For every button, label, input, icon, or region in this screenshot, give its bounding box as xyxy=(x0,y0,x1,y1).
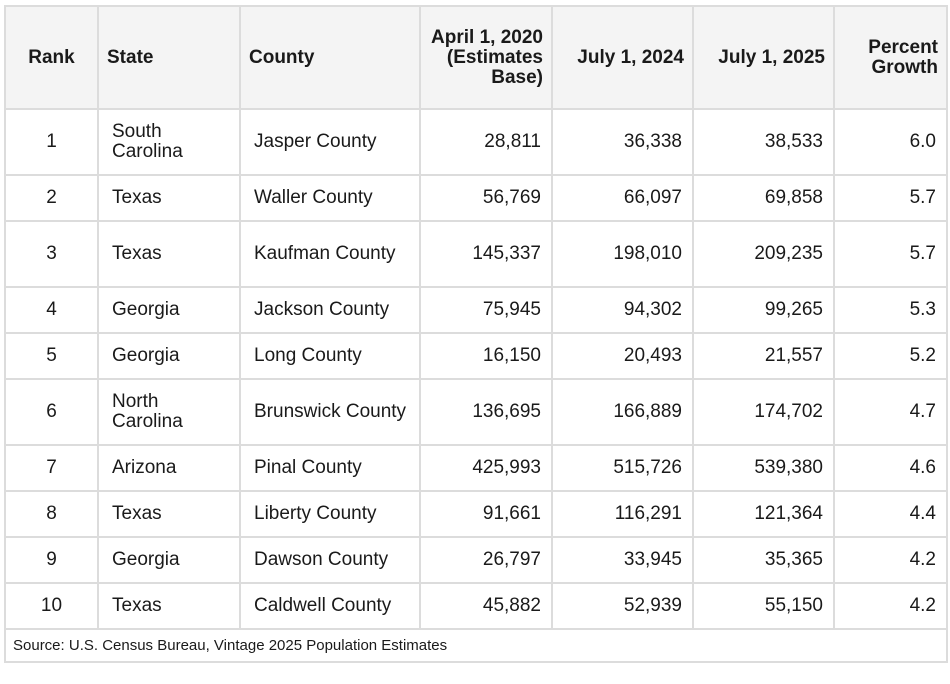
cell-percent-growth: 5.7 xyxy=(833,174,948,222)
cell-july-2024: 66,097 xyxy=(551,174,694,222)
table-row: 5 Georgia Long County 16,150 20,493 21,557 5.2 xyxy=(4,332,948,380)
cell-county: Pinal County xyxy=(239,444,421,492)
cell-percent-growth: 4.6 xyxy=(833,444,948,492)
cell-april-2020: 56,769 xyxy=(419,174,553,222)
cell-percent-growth: 4.7 xyxy=(833,378,948,446)
cell-july-2025: 55,150 xyxy=(692,582,835,630)
cell-state: Georgia xyxy=(97,286,241,334)
cell-county: Waller County xyxy=(239,174,421,222)
cell-state: Georgia xyxy=(97,332,241,380)
cell-state: North Carolina xyxy=(97,378,241,446)
cell-percent-growth: 4.4 xyxy=(833,490,948,538)
cell-july-2025: 21,557 xyxy=(692,332,835,380)
cell-percent-growth: 4.2 xyxy=(833,582,948,630)
cell-july-2024: 33,945 xyxy=(551,536,694,584)
cell-rank: 6 xyxy=(4,378,99,446)
cell-july-2024: 94,302 xyxy=(551,286,694,334)
header-july-2024: July 1, 2024 xyxy=(551,5,694,110)
table-row: 3 Texas Kaufman County 145,337 198,010 209,23… xyxy=(4,220,948,288)
fastest-growing-counties-table: Rank State County April 1, 2020 (Estimat… xyxy=(4,5,948,663)
cell-july-2025: 121,364 xyxy=(692,490,835,538)
cell-july-2024: 52,939 xyxy=(551,582,694,630)
cell-percent-growth: 5.2 xyxy=(833,332,948,380)
cell-state: Texas xyxy=(97,174,241,222)
cell-april-2020: 28,811 xyxy=(419,108,553,176)
cell-state: Texas xyxy=(97,490,241,538)
cell-rank: 1 xyxy=(4,108,99,176)
cell-rank: 4 xyxy=(4,286,99,334)
table-row: 8 Texas Liberty County 91,661 116,291 121,364… xyxy=(4,490,948,538)
table-row: 9 Georgia Dawson County 26,797 33,945 35,365 4… xyxy=(4,536,948,584)
cell-state: Texas xyxy=(97,582,241,630)
cell-rank: 8 xyxy=(4,490,99,538)
cell-rank: 3 xyxy=(4,220,99,288)
cell-july-2024: 36,338 xyxy=(551,108,694,176)
cell-july-2025: 69,858 xyxy=(692,174,835,222)
header-county: County xyxy=(239,5,421,110)
table-row: 10 Texas Caldwell County 45,882 52,939 55,150… xyxy=(4,582,948,630)
table-row: 7 Arizona Pinal County 425,993 515,726 539,38… xyxy=(4,444,948,492)
cell-county: Brunswick County xyxy=(239,378,421,446)
cell-county: Liberty County xyxy=(239,490,421,538)
cell-april-2020: 45,882 xyxy=(419,582,553,630)
cell-july-2024: 198,010 xyxy=(551,220,694,288)
cell-percent-growth: 6.0 xyxy=(833,108,948,176)
cell-state: South Carolina xyxy=(97,108,241,176)
cell-july-2025: 209,235 xyxy=(692,220,835,288)
cell-april-2020: 136,695 xyxy=(419,378,553,446)
cell-rank: 10 xyxy=(4,582,99,630)
cell-july-2024: 20,493 xyxy=(551,332,694,380)
cell-april-2020: 425,993 xyxy=(419,444,553,492)
table-row: 6 North Carolina Brunswick County 136,695 16… xyxy=(4,378,948,446)
header-state: State xyxy=(97,5,241,110)
cell-july-2025: 38,533 xyxy=(692,108,835,176)
cell-rank: 9 xyxy=(4,536,99,584)
header-april-2020: April 1, 2020 (Estimates Base) xyxy=(419,5,553,110)
cell-county: Long County xyxy=(239,332,421,380)
cell-state: Georgia xyxy=(97,536,241,584)
cell-county: Caldwell County xyxy=(239,582,421,630)
cell-april-2020: 75,945 xyxy=(419,286,553,334)
cell-percent-growth: 4.2 xyxy=(833,536,948,584)
table-row: 1 South Carolina Jasper County 28,811 36,338… xyxy=(4,108,948,176)
cell-july-2025: 99,265 xyxy=(692,286,835,334)
cell-july-2024: 166,889 xyxy=(551,378,694,446)
table-row: 2 Texas Waller County 56,769 66,097 69,858 5.7 xyxy=(4,174,948,222)
cell-july-2025: 174,702 xyxy=(692,378,835,446)
cell-county: Jackson County xyxy=(239,286,421,334)
cell-april-2020: 26,797 xyxy=(419,536,553,584)
cell-july-2024: 116,291 xyxy=(551,490,694,538)
cell-percent-growth: 5.7 xyxy=(833,220,948,288)
header-row: Rank State County April 1, 2020 (Estimat… xyxy=(4,5,948,110)
cell-july-2025: 35,365 xyxy=(692,536,835,584)
table-row: 4 Georgia Jackson County 75,945 94,302 99,265… xyxy=(4,286,948,334)
cell-county: Dawson County xyxy=(239,536,421,584)
cell-rank: 7 xyxy=(4,444,99,492)
cell-rank: 5 xyxy=(4,332,99,380)
cell-july-2024: 515,726 xyxy=(551,444,694,492)
cell-county: Kaufman County xyxy=(239,220,421,288)
cell-percent-growth: 5.3 xyxy=(833,286,948,334)
cell-county: Jasper County xyxy=(239,108,421,176)
cell-state: Texas xyxy=(97,220,241,288)
cell-april-2020: 91,661 xyxy=(419,490,553,538)
source-note: Source: U.S. Census Bureau, Vintage 2025… xyxy=(4,628,948,663)
header-percent-growth: Percent Growth xyxy=(833,5,948,110)
header-july-2025: July 1, 2025 xyxy=(692,5,835,110)
cell-april-2020: 145,337 xyxy=(419,220,553,288)
cell-state: Arizona xyxy=(97,444,241,492)
cell-april-2020: 16,150 xyxy=(419,332,553,380)
cell-july-2025: 539,380 xyxy=(692,444,835,492)
header-rank: Rank xyxy=(4,5,99,110)
cell-rank: 2 xyxy=(4,174,99,222)
